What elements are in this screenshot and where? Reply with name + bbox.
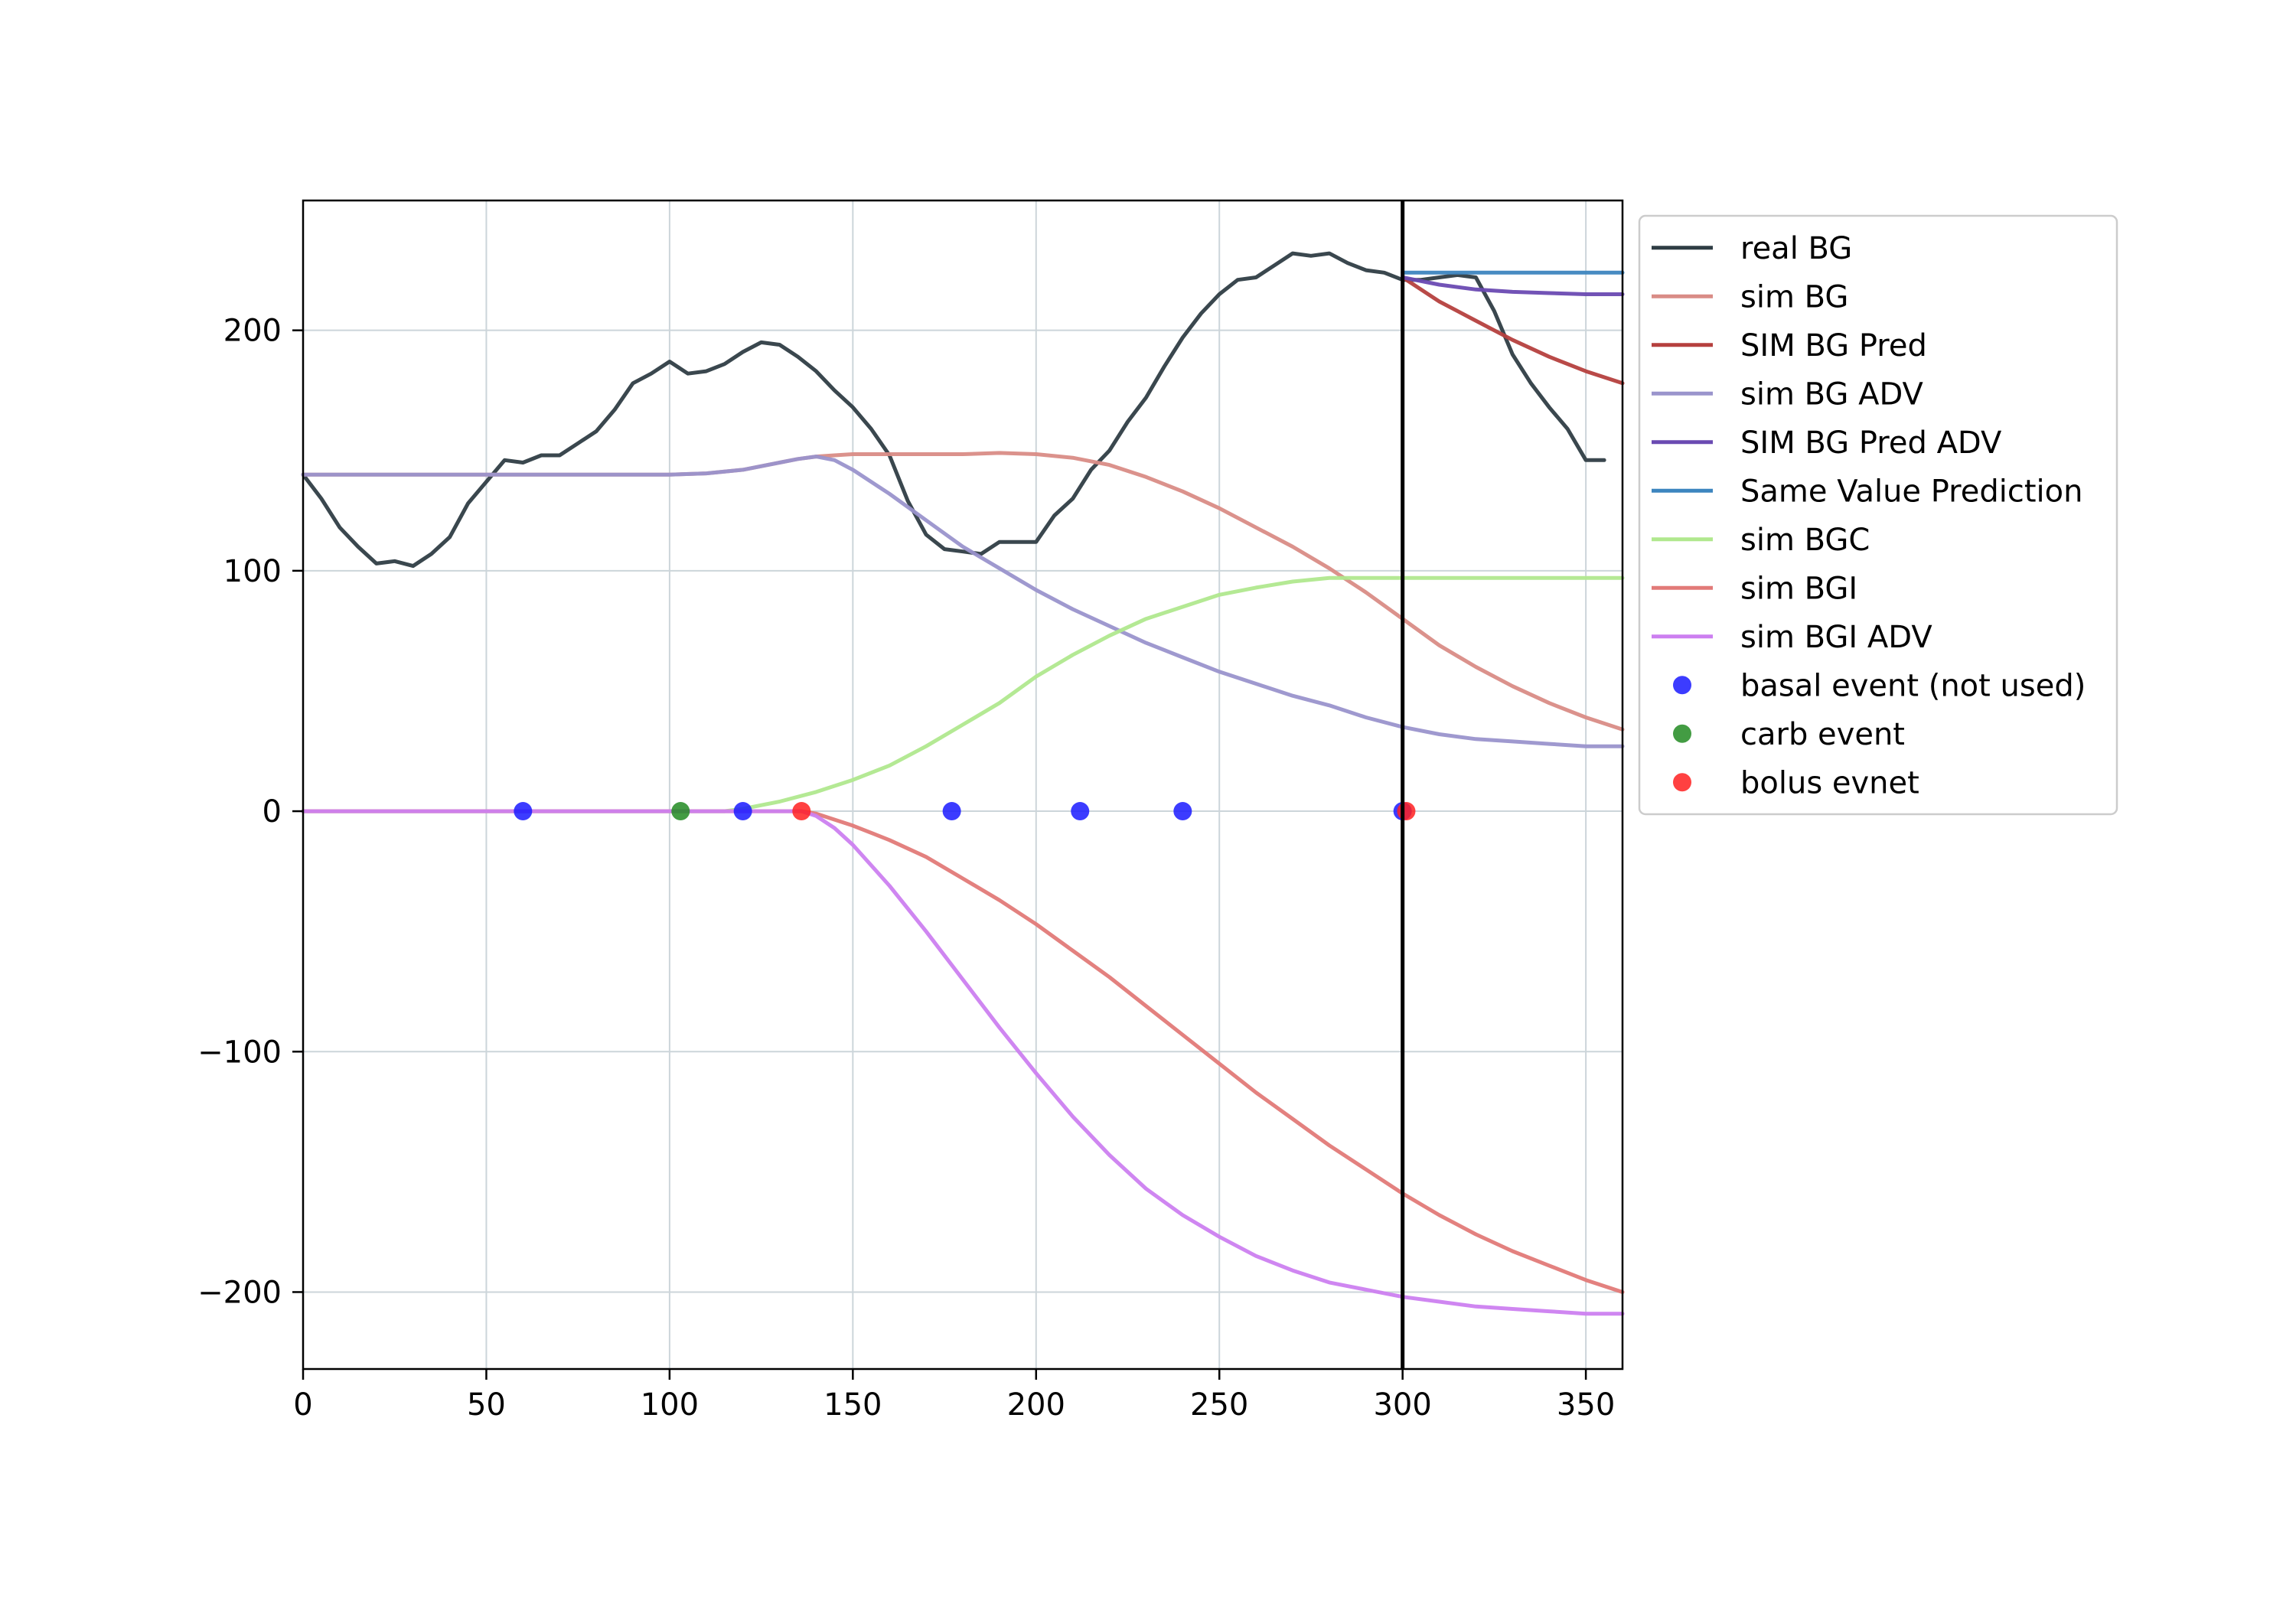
x-axis: 0 50 100 150 200 250 300 350 [293,1369,1615,1423]
series-line-sim-bgi-adv [301,809,1625,1316]
x-tick-label: 150 [823,1387,882,1423]
legend-label: sim BGI ADV [1740,620,1932,655]
point-basal-event-not-used [942,802,961,821]
legend-label: sim BGI [1740,571,1857,606]
legend-label: SIM BG Pred [1740,328,1927,363]
series-line-sim-bg-pred [1401,275,1625,386]
legend-label: SIM BG Pred ADV [1740,425,2002,461]
y-axis: −200 −100 0 100 200 [197,314,303,1310]
point-bolus-evnet [1397,802,1416,821]
point-basal-event-not-used [1071,802,1090,821]
x-tick-label: 100 [641,1387,699,1423]
legend-label: sim BG ADV [1740,376,1924,412]
point-bolus-evnet [792,802,811,821]
point-basal-event-not-used [1173,802,1192,821]
x-tick-label: 200 [1007,1387,1065,1423]
series-line-real-bg [301,251,1606,569]
legend-swatch-bolus-evnet [1673,773,1691,792]
legend-swatch-carb-event [1673,724,1691,743]
plot-frame [302,199,1624,1371]
point-basal-event-not-used [514,802,533,821]
x-tick-label: 300 [1373,1387,1431,1423]
legend-label: basal event (not used) [1740,668,2086,703]
legend-label: sim BG [1740,279,1848,315]
point-basal-event-not-used [733,802,752,821]
legend-box [1638,214,2118,816]
legend-label: carb event [1740,717,1905,752]
x-tick-label: 50 [467,1387,506,1423]
x-tick-label: 350 [1557,1387,1615,1423]
legend-label: real BG [1740,231,1852,266]
y-tick-label: 0 [263,794,282,830]
series-line-sim-bg-pred-adv [1401,275,1625,296]
legend-label: bolus evnet [1740,765,1919,800]
series-line-sim-bg-adv [301,455,1625,748]
x-tick-label: 0 [293,1387,312,1423]
y-tick-label: 100 [223,554,282,589]
point-carb-event [671,802,690,821]
y-tick-label: 200 [223,314,282,349]
legend: real BG sim BG SIM BG Pred sim BG ADV SIM BG… [1638,214,2118,816]
legend-swatch-basal-event-not-used [1673,676,1691,695]
y-tick-label: −100 [197,1035,282,1070]
y-tick-label: −200 [197,1275,282,1310]
legend-label: Same Value Prediction [1740,474,2082,509]
series-line-sim-bgi [301,809,1625,1294]
x-tick-label: 250 [1190,1387,1248,1423]
legend-label: sim BGC [1740,523,1870,558]
